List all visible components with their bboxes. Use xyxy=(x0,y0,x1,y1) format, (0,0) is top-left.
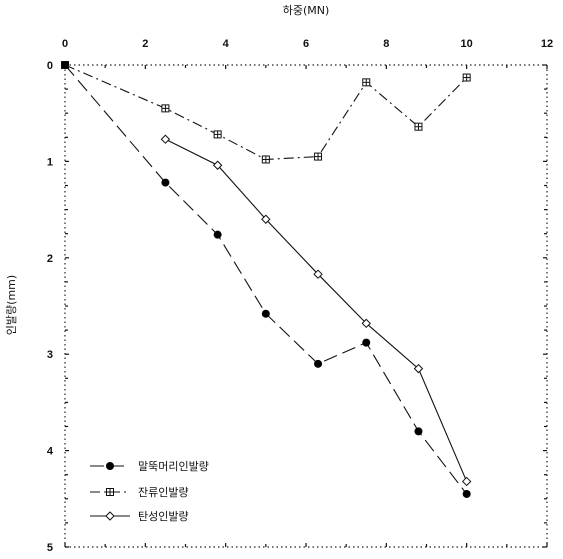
marker-open-diamond xyxy=(413,363,424,374)
marker-open-diamond xyxy=(461,476,472,487)
y-tick-label: 2 xyxy=(47,253,53,265)
marker-open-diamond xyxy=(261,214,271,224)
y-axis-title: 인발량(mm) xyxy=(5,275,18,335)
y-tick-label: 3 xyxy=(47,349,53,361)
x-tick-label: 8 xyxy=(383,38,389,50)
series-2 xyxy=(61,61,471,164)
x-axis-title: 하중(MN) xyxy=(283,3,330,17)
y-tick-label: 4 xyxy=(47,446,54,458)
marker-filled-circle xyxy=(213,230,222,239)
marker-open-diamond xyxy=(160,134,171,144)
legend-label: 잔류인발량 xyxy=(138,486,189,499)
marker-filled-circle xyxy=(314,359,323,368)
marker-filled-circle xyxy=(161,178,170,187)
origin-marker xyxy=(61,61,69,69)
marker-filled-circle xyxy=(414,427,423,436)
series-line xyxy=(64,64,468,161)
marker-filled-circle xyxy=(261,309,270,318)
marker-filled-circle xyxy=(106,462,114,470)
marker-square-cross xyxy=(161,104,170,113)
marker-square-cross xyxy=(362,78,371,87)
x-tick-label: 12 xyxy=(541,38,553,50)
y-tick-label: 1 xyxy=(47,156,53,168)
legend-label: 말뚝머리인발량 xyxy=(138,460,209,473)
series-line xyxy=(64,64,468,495)
x-tick-label: 10 xyxy=(461,38,473,50)
y-tick-labels: 0 1 2 3 4 5 xyxy=(47,60,54,554)
marker-square-cross xyxy=(261,155,270,164)
marker-open-diamond xyxy=(313,269,323,279)
legend-label: 탄성인발량 xyxy=(138,510,189,523)
marker-filled-circle xyxy=(362,338,371,347)
series-3 xyxy=(160,134,472,487)
marker-square-cross xyxy=(462,73,471,82)
marker-filled-circle xyxy=(462,489,471,498)
x-tick-label: 0 xyxy=(62,38,68,50)
marker-open-diamond xyxy=(361,318,371,329)
marker-square-cross xyxy=(213,130,222,139)
x-tick-label: 4 xyxy=(223,38,230,50)
marker-square-cross xyxy=(314,152,323,161)
axis-ticks xyxy=(64,64,548,548)
y-tick-label: 5 xyxy=(47,542,53,554)
x-tick-label: 2 xyxy=(142,38,148,50)
marker-square-cross xyxy=(414,122,423,131)
x-tick-label: 6 xyxy=(303,38,309,50)
series-1 xyxy=(61,61,471,498)
series-layer xyxy=(61,61,472,498)
y-tick-label: 0 xyxy=(47,60,53,72)
marker-open-diamond xyxy=(105,511,115,521)
marker-square-cross xyxy=(106,488,114,496)
marker-open-diamond xyxy=(212,160,223,170)
x-tick-labels: 0 2 4 6 8 10 12 xyxy=(62,38,553,50)
plot-frame xyxy=(64,64,548,548)
